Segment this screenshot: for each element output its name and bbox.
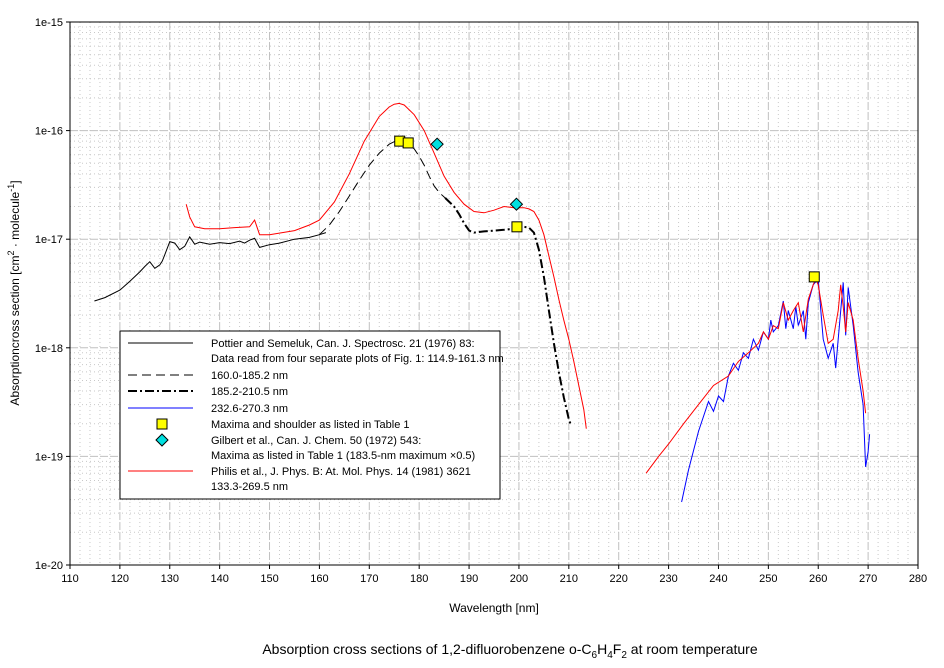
axis-ticks: 110 120 130 140 150 160 170 180 190 200 210 220 230 2… (35, 17, 927, 585)
legend-label: 232.6-270.3 nm (211, 403, 288, 415)
legend: Pottier and Semeluk, Can. J. Spectrosc. … (119, 330, 504, 500)
diamond-marker (509, 197, 524, 211)
y-tick-label: 1e-18 (35, 343, 63, 355)
x-tick-label: 280 (909, 573, 927, 585)
y-tick-label: 1e-17 (35, 234, 63, 246)
legend-label: Pottier and Semeluk, Can. J. Spectrosc. … (211, 338, 475, 350)
legend-square-swatch (156, 418, 168, 430)
series-line-1 (319, 140, 446, 236)
square-marker (808, 271, 820, 283)
square-marker (402, 137, 414, 149)
series-line-4 (185, 102, 867, 474)
x-tick-label: 250 (759, 573, 777, 585)
x-tick-label: 160 (310, 573, 328, 585)
y-tick-label: 1e-20 (35, 560, 63, 572)
x-tick-label: 210 (560, 573, 578, 585)
x-tick-label: 110 (61, 573, 79, 585)
x-tick-label: 260 (809, 573, 827, 585)
y-tick-label: 1e-16 (35, 126, 63, 138)
x-axis-label: Wavelength [nm] (449, 601, 539, 615)
x-tick-label: 140 (210, 573, 228, 585)
y-tick-label: 1e-15 (35, 17, 63, 29)
legend-label: Philis et al., J. Phys. B: At. Mol. Phys… (211, 466, 471, 478)
x-tick-label: 230 (659, 573, 677, 585)
chart-title: Absorption cross sections of 1,2-difluor… (262, 641, 758, 661)
series-line-0 (94, 232, 327, 302)
markers (394, 135, 820, 283)
x-tick-label: 170 (360, 573, 378, 585)
x-tick-label: 150 (260, 573, 278, 585)
legend-label: Gilbert et al., Can. J. Chem. 50 (1972) … (211, 435, 421, 447)
y-axis-label: Absorptioncross section [cm2 · molecule-… (6, 180, 22, 405)
x-tick-label: 200 (510, 573, 528, 585)
x-tick-label: 130 (161, 573, 179, 585)
legend-label: 185.2-210.5 nm (211, 386, 288, 398)
x-tick-label: 220 (610, 573, 628, 585)
x-tick-label: 120 (111, 573, 129, 585)
legend-label-line2: 133.3-269.5 nm (211, 481, 288, 493)
square-marker (511, 221, 523, 233)
legend-label: Maxima and shoulder as listed in Table 1 (211, 419, 410, 431)
diamond-marker (430, 137, 444, 151)
x-tick-label: 240 (709, 573, 727, 585)
x-tick-label: 180 (410, 573, 428, 585)
legend-label: 160.0-185.2 nm (211, 370, 288, 382)
plot-frame (69, 21, 919, 566)
x-tick-label: 270 (859, 573, 877, 585)
legend-label-line2: Maxima as listed in Table 1 (183.5-nm ma… (211, 450, 475, 462)
y-tick-label: 1e-19 (35, 451, 63, 463)
x-tick-label: 190 (460, 573, 478, 585)
legend-label-line2: Data read from four separate plots of Fi… (211, 353, 504, 365)
legend-diamond-swatch (155, 433, 169, 447)
